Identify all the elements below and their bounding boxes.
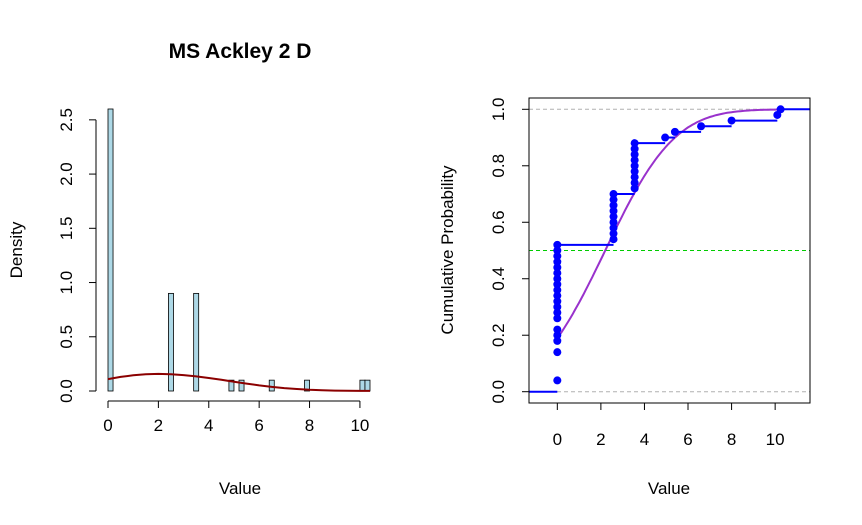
ecdf-x-tick-label: 2 (596, 430, 605, 449)
ecdf-point (609, 223, 618, 232)
histogram-y-tick-label: 2.5 (57, 108, 76, 132)
ecdf-panel: 0 2 4 6 8 10 0.0 0.2 0.4 0.6 0.8 1.0 Value Cumulat… (438, 97, 811, 498)
histogram-y-tick-label: 0.0 (57, 379, 76, 403)
ecdf-point (553, 325, 562, 334)
ecdf-point (630, 139, 639, 148)
ecdf-point (553, 246, 562, 255)
ecdf-point (609, 229, 618, 238)
histogram-x-tick-label: 6 (254, 416, 263, 435)
ecdf-point (697, 122, 706, 131)
histogram-x-tick-label: 2 (154, 416, 163, 435)
histogram-y-tick-label: 1.0 (57, 271, 76, 295)
histogram-bar (304, 379, 310, 392)
ecdf-point (553, 240, 562, 249)
histogram-bar (359, 379, 366, 392)
ecdf-point (553, 291, 562, 300)
ecdf-point (553, 274, 562, 283)
ecdf-point (609, 218, 618, 227)
histogram-title: MS Ackley 2 D (169, 40, 312, 63)
ecdf-point (630, 173, 639, 182)
ecdf-point (553, 257, 562, 266)
ecdf-x-tick-label: 0 (553, 430, 562, 449)
ecdf-point (630, 161, 639, 170)
ecdf-y-tick-label: 0.2 (489, 323, 508, 347)
ecdf-x-tick-label: 4 (640, 430, 649, 449)
ecdf-point (609, 201, 618, 210)
histogram-x-tick-label: 4 (204, 416, 213, 435)
histogram-bar (268, 379, 275, 392)
ecdf-x-axis: 0 2 4 6 8 10 (553, 402, 785, 449)
histogram-bar (364, 379, 371, 392)
histogram-y-tick-label: 2.0 (57, 162, 76, 186)
histogram-x-tick-label: 0 (103, 416, 112, 435)
ecdf-points-group (553, 105, 785, 385)
ecdf-point (553, 286, 562, 295)
density-curve (107, 372, 370, 392)
histogram-bar (168, 292, 174, 392)
ecdf-point (670, 127, 679, 136)
histogram-bar (107, 108, 114, 392)
ecdf-x-label: Value (648, 479, 690, 498)
ecdf-point (630, 150, 639, 159)
ecdf-x-tick-label: 6 (683, 430, 692, 449)
ecdf-y-axis: 0.0 0.2 0.4 0.6 0.8 1.0 (489, 97, 529, 404)
normal-cdf-curve (556, 108, 780, 339)
histogram-bar (238, 379, 245, 392)
ecdf-x-tick-label: 10 (766, 430, 785, 449)
ecdf-point (553, 348, 562, 357)
histogram-panel: MS Ackley 2 D 0 2 4 6 8 10 0.0 0.5 1.0 1.5 2.0 2.5… (7, 40, 371, 498)
ecdf-y-tick-label: 0.6 (489, 210, 508, 234)
ecdf-point (609, 190, 618, 199)
histogram-y-tick-label: 1.5 (57, 216, 76, 240)
ecdf-steps-group (529, 108, 810, 393)
ecdf-point (553, 269, 562, 278)
ecdf-point (553, 263, 562, 272)
ecdf-point (553, 297, 562, 306)
ecdf-point (609, 235, 618, 244)
ecdf-y-label: Cumulative Probability (438, 165, 457, 335)
histogram-y-label: Density (7, 221, 26, 278)
histogram-bar (193, 292, 200, 392)
ecdf-y-tick-label: 0.4 (489, 267, 508, 291)
histogram-bar (228, 379, 235, 392)
ecdf-point (630, 144, 639, 153)
reference-lines (529, 108, 810, 393)
ecdf-point (727, 116, 736, 125)
normal-cdf-group (556, 108, 780, 339)
ecdf-point (553, 376, 562, 385)
ecdf-point (553, 336, 562, 345)
ecdf-point (630, 178, 639, 187)
ecdf-point (630, 167, 639, 176)
ecdf-point (776, 105, 785, 114)
histogram-bars (107, 108, 371, 392)
ecdf-point (553, 331, 562, 340)
histogram-x-label: Value (219, 479, 261, 498)
ecdf-x-tick-label: 8 (727, 430, 736, 449)
ecdf-point (553, 302, 562, 311)
ecdf-point (553, 252, 562, 261)
ecdf-y-tick-label: 1.0 (489, 97, 508, 121)
ecdf-point (630, 184, 639, 193)
ecdf-point (609, 206, 618, 215)
histogram-x-tick-label: 8 (305, 416, 314, 435)
histogram-y-tick-label: 0.5 (57, 325, 76, 349)
ecdf-point (553, 314, 562, 323)
ecdf-y-tick-label: 0.8 (489, 154, 508, 178)
ecdf-point (630, 156, 639, 165)
ecdf-point (609, 212, 618, 221)
ecdf-point (553, 308, 562, 317)
ecdf-y-tick-label: 0.0 (489, 380, 508, 404)
histogram-y-axis: 0.0 0.5 1.0 1.5 2.0 2.5 (57, 108, 97, 403)
ecdf-point (553, 280, 562, 289)
histogram-x-tick-label: 10 (350, 416, 369, 435)
ecdf-point (661, 133, 670, 142)
ecdf-point (609, 195, 618, 204)
histogram-x-axis: 0 2 4 6 8 10 (103, 400, 369, 435)
density-curve-group (107, 372, 370, 392)
